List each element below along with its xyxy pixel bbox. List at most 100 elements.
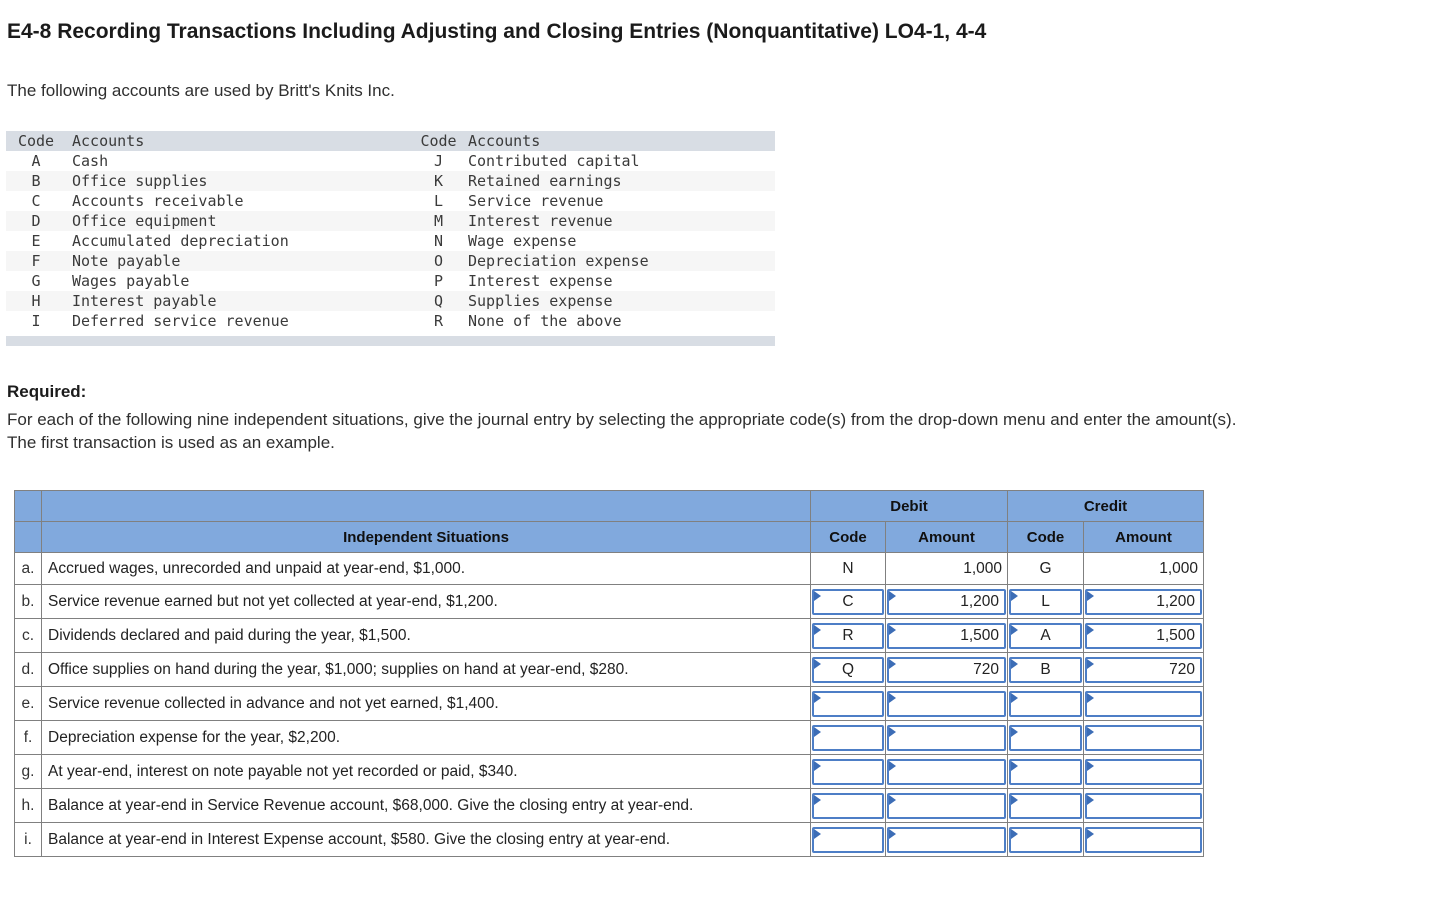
credit-amount-input[interactable]: 720 bbox=[1085, 656, 1202, 683]
debit-amount-input[interactable]: 1,500 bbox=[887, 622, 1006, 649]
debit-amount-example: 1,000 bbox=[885, 552, 1008, 585]
account-code: M bbox=[433, 212, 444, 230]
situation-row-b: b. Service revenue earned but not yet co… bbox=[14, 584, 1204, 619]
credit-code-example: G bbox=[1007, 552, 1084, 585]
debit-code-dropdown[interactable]: R bbox=[812, 622, 884, 649]
dropdown-marker-icon bbox=[1087, 726, 1094, 737]
dropdown-marker-icon bbox=[889, 658, 896, 669]
debit-amount-input[interactable] bbox=[887, 826, 1006, 853]
debit-amount-input[interactable]: 1,200 bbox=[887, 588, 1006, 615]
situation-text: Office supplies on hand during the year,… bbox=[41, 652, 811, 687]
accounts-code-table: Code Accounts Code Accounts A Cash J Contri… bbox=[6, 131, 775, 331]
debit-code-value: C bbox=[842, 592, 854, 610]
debit-amount-input[interactable] bbox=[887, 758, 1006, 785]
account-label: Note payable bbox=[72, 252, 181, 270]
credit-code-value: L bbox=[1041, 592, 1050, 610]
dropdown-marker-icon bbox=[814, 624, 821, 635]
exercise-title: E4-8 Recording Transactions Including Ad… bbox=[7, 20, 987, 43]
credit-amount-input[interactable] bbox=[1085, 792, 1202, 819]
credit-code-dropdown[interactable] bbox=[1009, 758, 1082, 785]
credit-code-dropdown[interactable] bbox=[1009, 826, 1082, 853]
dropdown-marker-icon bbox=[814, 590, 821, 601]
credit-amount-value: 1,200 bbox=[1156, 592, 1195, 610]
required-label: Required: bbox=[7, 382, 87, 401]
accounts-row: D Office equipment M Interest revenue bbox=[6, 211, 775, 231]
accounts-row: C Accounts receivable L Service revenue bbox=[6, 191, 775, 211]
situation-text: Accrued wages, unrecorded and unpaid at … bbox=[41, 552, 811, 585]
credit-code-dropdown[interactable]: A bbox=[1009, 622, 1082, 649]
account-code: C bbox=[31, 192, 41, 210]
accounts-header-code-2: Code bbox=[420, 132, 457, 150]
independent-situations-header: Independent Situations bbox=[41, 521, 811, 553]
dropdown-marker-icon bbox=[814, 692, 821, 703]
header-spacer bbox=[41, 490, 811, 522]
debit-amount-input[interactable] bbox=[887, 792, 1006, 819]
credit-code-dropdown[interactable] bbox=[1009, 792, 1082, 819]
dropdown-marker-icon bbox=[814, 794, 821, 805]
account-label: Accumulated depreciation bbox=[72, 232, 289, 250]
credit-code-dropdown[interactable] bbox=[1009, 724, 1082, 751]
debit-code-dropdown[interactable]: Q bbox=[812, 656, 884, 683]
debit-code-dropdown[interactable] bbox=[812, 758, 884, 785]
row-letter: i. bbox=[14, 822, 42, 857]
dropdown-marker-icon bbox=[1011, 760, 1018, 771]
credit-code-dropdown[interactable]: B bbox=[1009, 656, 1082, 683]
situation-text: Balance at year-end in Interest Expense … bbox=[41, 822, 811, 857]
accounts-row: A Cash J Contributed capital bbox=[6, 151, 775, 171]
credit-amount-input[interactable] bbox=[1085, 690, 1202, 717]
accounts-row: I Deferred service revenue R None of the ab… bbox=[6, 311, 775, 331]
debit-amount-input[interactable]: 720 bbox=[887, 656, 1006, 683]
debit-code-dropdown[interactable]: C bbox=[812, 588, 884, 615]
account-label: Contributed capital bbox=[468, 152, 640, 170]
account-code: A bbox=[31, 152, 41, 170]
credit-amount-input[interactable]: 1,500 bbox=[1085, 622, 1202, 649]
account-label: Supplies expense bbox=[468, 292, 613, 310]
credit-amount-input[interactable] bbox=[1085, 758, 1202, 785]
debit-code-dropdown[interactable] bbox=[812, 724, 884, 751]
debit-amount-input[interactable] bbox=[887, 724, 1006, 751]
debit-code-dropdown[interactable] bbox=[812, 826, 884, 853]
header-spacer bbox=[14, 521, 42, 553]
situations-column-header-row: Independent Situations Code Amount Code … bbox=[14, 521, 1204, 553]
credit-code-dropdown[interactable] bbox=[1009, 690, 1082, 717]
debit-code-example: N bbox=[810, 552, 886, 585]
account-label: Interest payable bbox=[72, 292, 217, 310]
debit-code-value: R bbox=[842, 626, 854, 644]
required-instructions: For each of the following nine independe… bbox=[7, 410, 1237, 452]
debit-code-value: Q bbox=[841, 660, 855, 678]
account-code: P bbox=[433, 272, 444, 290]
accounts-header-accounts-1: Accounts bbox=[72, 132, 145, 150]
situation-text: Service revenue earned but not yet colle… bbox=[41, 584, 811, 619]
credit-code-header: Code bbox=[1007, 521, 1084, 553]
dropdown-marker-icon bbox=[1087, 590, 1094, 601]
row-letter: h. bbox=[14, 788, 42, 823]
account-label: None of the above bbox=[468, 312, 622, 330]
debit-amount-input[interactable] bbox=[887, 690, 1006, 717]
accounts-row: F Note payable O Depreciation expense bbox=[6, 251, 775, 271]
accounts-table-footer-band bbox=[6, 336, 775, 346]
credit-amount-input[interactable]: 1,200 bbox=[1085, 588, 1202, 615]
account-code: D bbox=[31, 212, 41, 230]
dropdown-marker-icon bbox=[1087, 794, 1094, 805]
credit-code-value: B bbox=[1040, 660, 1051, 678]
dropdown-marker-icon bbox=[889, 760, 896, 771]
dropdown-marker-icon bbox=[889, 624, 896, 635]
situation-row-i: i. Balance at year-end in Interest Expen… bbox=[14, 822, 1204, 857]
account-code: E bbox=[31, 232, 41, 250]
dropdown-marker-icon bbox=[1011, 794, 1018, 805]
account-label: Wage expense bbox=[468, 232, 577, 250]
credit-amount-input[interactable] bbox=[1085, 724, 1202, 751]
accounts-row: B Office supplies K Retained earnings bbox=[6, 171, 775, 191]
independent-situations-table: Debit Credit Independent Situations Code… bbox=[14, 490, 1204, 857]
account-code: I bbox=[31, 312, 41, 330]
credit-amount-example: 1,000 bbox=[1083, 552, 1204, 585]
credit-amount-input[interactable] bbox=[1085, 826, 1202, 853]
dropdown-marker-icon bbox=[889, 726, 896, 737]
dropdown-marker-icon bbox=[814, 760, 821, 771]
row-letter: c. bbox=[14, 618, 42, 653]
header-spacer bbox=[14, 490, 42, 522]
credit-amount-value: 1,500 bbox=[1156, 626, 1195, 644]
debit-code-dropdown[interactable] bbox=[812, 792, 884, 819]
credit-code-dropdown[interactable]: L bbox=[1009, 588, 1082, 615]
debit-code-dropdown[interactable] bbox=[812, 690, 884, 717]
